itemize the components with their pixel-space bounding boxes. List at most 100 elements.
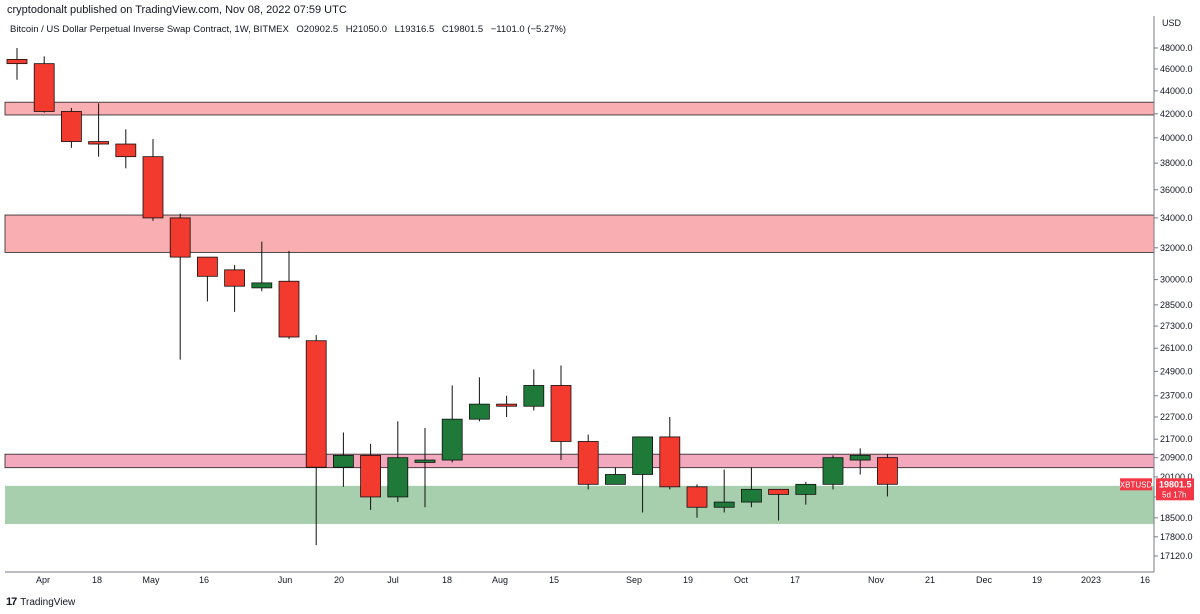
time-tick-label: 18 [92, 575, 102, 585]
time-tick-label: 19 [683, 575, 693, 585]
candle-body [713, 501, 735, 508]
time-tick-label: 15 [549, 575, 559, 585]
candle-body [88, 141, 109, 145]
price-tick-label: 28500.0 [1160, 300, 1193, 310]
candle-body [877, 457, 898, 485]
candle-body [849, 454, 871, 461]
bar-countdown: 5d 17h [1162, 490, 1186, 499]
time-tick-label: Dec [976, 575, 993, 585]
candle-body [523, 385, 545, 407]
ohlc-low: L19316.5 [394, 24, 435, 35]
candle-body [496, 403, 518, 407]
ohlc-change: −1101.0 (−5.27%) [490, 24, 567, 35]
ohlc-open: O20902.5 [296, 24, 339, 35]
candle-body [468, 403, 490, 420]
price-tick-label: 24900.0 [1160, 366, 1193, 376]
price-tick-label: 44000.0 [1160, 86, 1193, 96]
candle-body [6, 59, 28, 65]
time-tick-label: Apr [36, 575, 50, 585]
time-tick-label: 17 [790, 575, 800, 585]
candle-body [795, 483, 817, 495]
candle-body [224, 269, 246, 287]
price-tick-label: 17800.0 [1160, 532, 1193, 542]
last-price-value: 19801.5 [1159, 479, 1192, 489]
symbol-tag [1120, 478, 1152, 491]
publisher-line: cryptodonalt published on TradingView.co… [7, 4, 347, 16]
price-tick-label: 40000.0 [1160, 133, 1193, 143]
resistance-zone-0 [4, 101, 1155, 116]
brand-name: TradingView [20, 596, 76, 608]
price-tick-label: 18500.0 [1160, 513, 1193, 523]
time-tick-label: 19 [1032, 575, 1042, 585]
price-tick-label: 48000.0 [1160, 43, 1193, 53]
currency-label: USD [1162, 18, 1182, 28]
candle-body [659, 436, 681, 488]
price-tick-label: 22700.0 [1160, 412, 1193, 422]
candle-body [278, 280, 300, 338]
symbol-tag-label: XBTUSD [1120, 480, 1153, 489]
price-tick-label: 36000.0 [1160, 185, 1193, 195]
time-tick-label: Aug [492, 575, 508, 585]
candle-body [142, 156, 164, 219]
candle-body [686, 486, 708, 508]
price-tick-label: 46000.0 [1160, 64, 1193, 74]
time-tick-label: Oct [734, 575, 749, 585]
time-tick-label: 16 [199, 575, 209, 585]
time-tick-label: 16 [1140, 575, 1150, 585]
time-tick-label: 21 [925, 575, 935, 585]
candle-body [605, 474, 626, 485]
candle-body [360, 454, 382, 498]
time-tick-label: 18 [442, 575, 452, 585]
candle-body [169, 217, 191, 258]
candle-body [115, 143, 137, 158]
support-zone-3 [5, 485, 1154, 524]
price-tick-label: 32000.0 [1160, 243, 1193, 253]
price-tick-label: 27300.0 [1160, 321, 1193, 331]
candle-body [387, 457, 409, 498]
price-tick-label: 42000.0 [1160, 109, 1193, 119]
price-tick-label: 30000.0 [1160, 275, 1193, 285]
time-tick-label: Jul [387, 575, 399, 585]
candle-body [332, 454, 354, 468]
price-tick-label: 17120.0 [1160, 551, 1193, 561]
candle-body [251, 282, 273, 289]
price-tick-label: 20100.0 [1160, 472, 1193, 482]
time-tick-label: Nov [868, 575, 885, 585]
footer-brand[interactable]: 17 TradingView [6, 596, 75, 608]
candle-body [577, 441, 599, 485]
ohlc-high: H21050.0 [345, 24, 387, 35]
time-axis[interactable]: Apr 18 May 16 Jun 20 Jul 18 Aug 15 Sep 19 Oct 17 Nov 21… [36, 575, 1150, 585]
candles-layer [6, 48, 898, 546]
candle-body [741, 488, 762, 503]
price-tick-label: 26100.0 [1160, 343, 1193, 353]
last-price-badge: XBTUSD 19801.55d 17h [1120, 478, 1194, 501]
candle-body [33, 63, 55, 112]
candle-body [441, 418, 463, 461]
candle-body [196, 256, 218, 277]
price-tick-label: 20900.0 [1160, 453, 1193, 463]
candle-body [550, 385, 572, 442]
ohlc-close: C19801.5 [441, 24, 484, 35]
time-tick-label: 20 [334, 575, 344, 585]
resistance-zone-1 [4, 214, 1155, 253]
price-tick-label: 34000.0 [1160, 213, 1193, 223]
candle-body [822, 457, 844, 485]
candle-body [61, 111, 82, 142]
last-price-box [1156, 478, 1194, 501]
price-axis[interactable]: 48000.0 46000.0 44000.0 42000.0 40000.0 38000… [5, 16, 1193, 573]
symbol-legend: Bitcoin / US Dollar Perpetual Inverse Sw… [10, 24, 571, 35]
candle-body [414, 459, 436, 463]
candle-body [768, 488, 789, 495]
price-tick-label: 21700.0 [1160, 434, 1193, 444]
time-tick-label: 2023 [1081, 575, 1101, 585]
tradingview-logo-icon: 17 [6, 596, 17, 608]
candle-body [632, 436, 653, 475]
time-tick-label: May [142, 575, 160, 585]
symbol-title: Bitcoin / US Dollar Perpetual Inverse Sw… [10, 24, 289, 35]
price-tick-label: 38000.0 [1160, 158, 1193, 168]
time-tick-label: Jun [278, 575, 293, 585]
candle-body [305, 340, 327, 468]
price-tick-label: 23700.0 [1160, 391, 1193, 401]
time-tick-label: Sep [626, 575, 642, 585]
